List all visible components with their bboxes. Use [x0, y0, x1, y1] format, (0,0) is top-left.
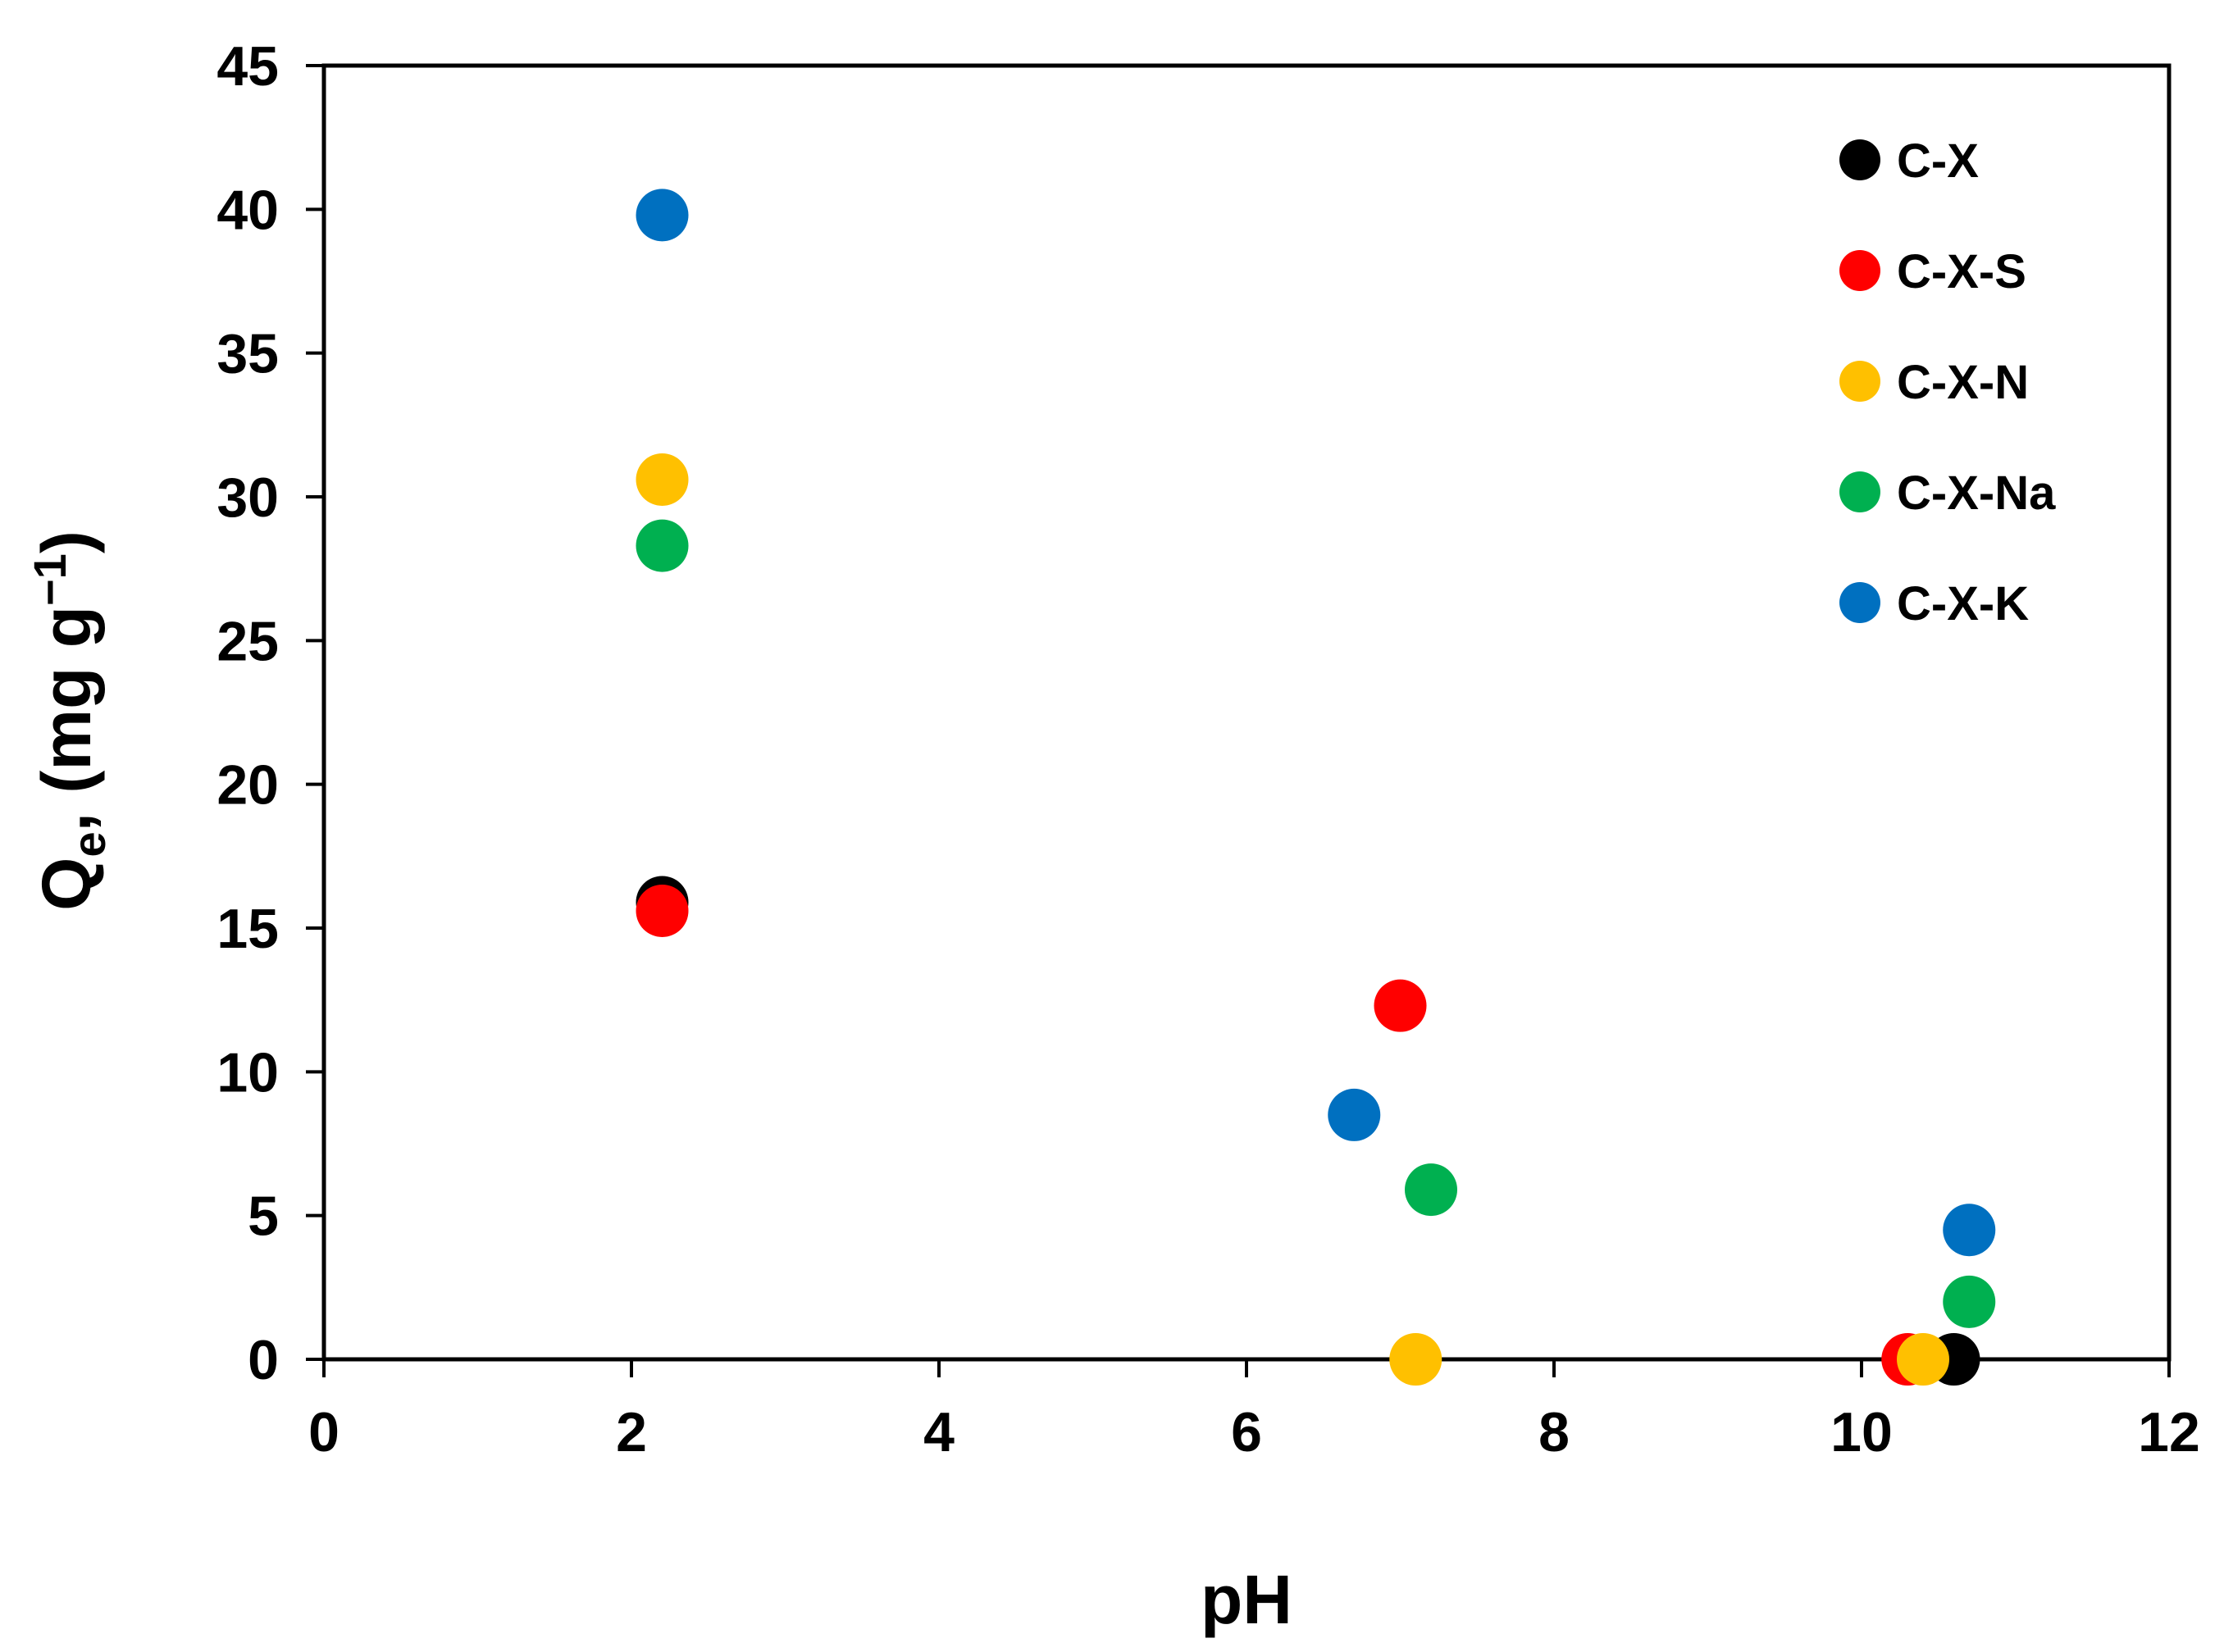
legend-item: C-X-N: [1839, 356, 2029, 409]
y-axis-title-subscript: e: [63, 831, 115, 857]
y-tick-label: 15: [216, 898, 279, 960]
y-tick-label: 45: [216, 35, 279, 98]
y-tick-label: 20: [216, 754, 279, 817]
y-axis-title-units: , (mg g: [28, 606, 105, 831]
legend-item: C-X-Na: [1839, 466, 2056, 520]
legend-label: C-X-N: [1897, 356, 2029, 409]
series-c-x-n: [636, 453, 1949, 1386]
series-c-x-na: [636, 519, 1996, 1328]
legend-marker: [1839, 250, 1880, 291]
y-axis-title: Qe, (mg g−1): [24, 530, 115, 911]
data-point: [636, 519, 689, 572]
plot-area-frame: [321, 63, 2172, 1362]
data-point: [636, 884, 689, 937]
legend-marker: [1839, 471, 1880, 512]
legend-marker: [1839, 582, 1880, 623]
x-axis-title: pH: [1201, 1561, 1292, 1638]
data-point: [1943, 1275, 1996, 1328]
data-point: [1897, 1333, 1949, 1386]
legend-label: C-X: [1897, 134, 1979, 188]
data-point: [636, 189, 689, 242]
series-c-x-k: [636, 189, 1996, 1257]
y-axis-title-superscript: −1: [24, 553, 75, 606]
y-tick-label: 35: [216, 323, 279, 385]
legend-marker: [1839, 139, 1880, 180]
y-tick-label: 0: [248, 1329, 279, 1391]
y-tick-label: 10: [216, 1041, 279, 1104]
x-tick-label: 8: [1538, 1401, 1570, 1463]
data-point: [1943, 1204, 1996, 1257]
x-tick-label: 4: [923, 1401, 955, 1463]
data-point: [1328, 1088, 1381, 1141]
x-tick-label: 12: [2138, 1401, 2200, 1463]
x-tick-label: 0: [308, 1401, 340, 1463]
legend-label: C-X-Na: [1897, 466, 2056, 520]
data-point: [636, 453, 689, 506]
data-point: [1405, 1163, 1457, 1217]
legend: C-X C-X-S C-X-N C-X-Na C-X-K: [1839, 134, 2056, 630]
tick-marks: [306, 64, 2171, 1377]
legend-marker: [1839, 361, 1880, 402]
tick-labels: 0 2 4 6 8 10 12 0 5 10 15 20 25 30 35 40 45: [216, 35, 2199, 1463]
legend-label: C-X-K: [1897, 577, 2029, 630]
x-tick-label: 10: [1830, 1401, 1893, 1463]
y-tick-label: 5: [248, 1186, 279, 1248]
x-tick-label: 6: [1231, 1401, 1262, 1463]
x-tick-label: 2: [616, 1401, 647, 1463]
data-points: [636, 189, 1996, 1386]
legend-item: C-X-K: [1839, 577, 2029, 630]
data-point: [1374, 979, 1427, 1032]
y-tick-label: 25: [216, 610, 279, 672]
legend-label: C-X-S: [1897, 245, 2026, 298]
y-tick-label: 30: [216, 466, 279, 529]
y-axis-title-close: ): [28, 530, 105, 553]
legend-item: C-X: [1839, 134, 1979, 188]
data-point: [1389, 1333, 1442, 1386]
y-tick-label: 40: [216, 179, 279, 241]
legend-item: C-X-S: [1839, 245, 2026, 298]
y-axis-title-main: Q: [28, 857, 105, 910]
